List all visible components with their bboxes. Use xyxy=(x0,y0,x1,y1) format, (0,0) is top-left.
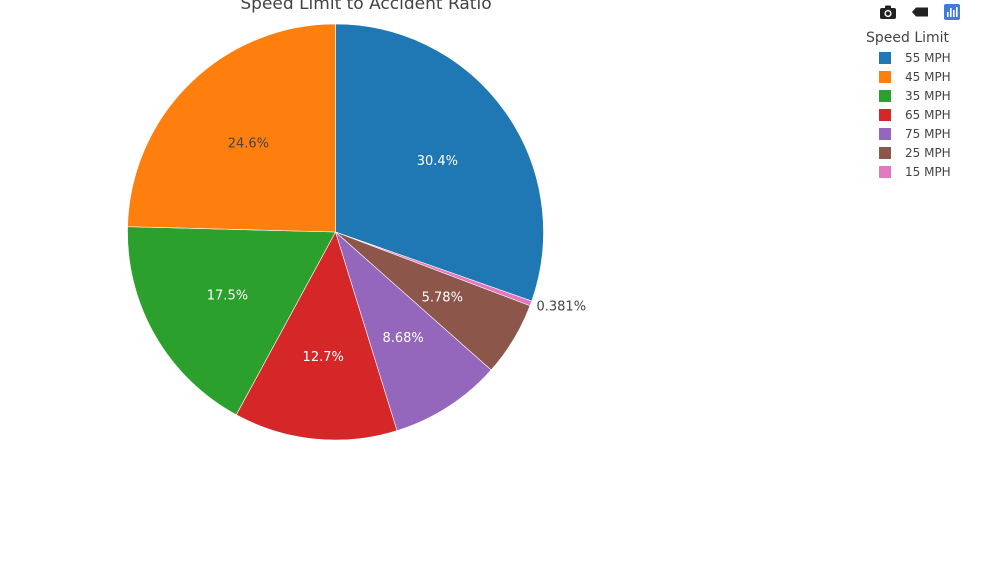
legend-item-25-mph[interactable]: 25 MPH xyxy=(879,143,951,162)
legend-item-15-mph[interactable]: 15 MPH xyxy=(879,162,951,181)
chart-title: Speed Limit to Accident Ratio xyxy=(240,0,492,14)
legend-swatch xyxy=(879,51,891,64)
legend-swatch xyxy=(879,146,891,159)
legend-label: 15 MPH xyxy=(905,164,951,179)
legend-item-55-mph[interactable]: 55 MPH xyxy=(879,48,951,67)
legend-label: 35 MPH xyxy=(905,88,951,103)
slice-label-65-mph: 12.7% xyxy=(303,350,344,365)
legend-item-75-mph[interactable]: 75 MPH xyxy=(879,124,951,143)
slice-label-55-mph: 30.4% xyxy=(417,154,458,169)
slice-label-25-mph: 5.78% xyxy=(422,291,463,306)
legend-title: Speed Limit xyxy=(866,30,950,46)
legend-label: 65 MPH xyxy=(905,107,951,122)
pie-slice-35-mph[interactable] xyxy=(127,226,336,416)
legend-label: 55 MPH xyxy=(905,50,951,65)
legend-item-65-mph[interactable]: 65 MPH xyxy=(879,105,951,124)
legend-label: 45 MPH xyxy=(905,69,951,84)
legend-swatch xyxy=(879,108,891,121)
legend-item-35-mph[interactable]: 35 MPH xyxy=(879,86,951,105)
legend-swatch xyxy=(879,70,891,83)
legend-swatch xyxy=(879,165,891,178)
pan-icon[interactable] xyxy=(909,3,931,21)
legend-label: 25 MPH xyxy=(905,145,951,160)
pie-slice-55-mph[interactable] xyxy=(335,23,544,302)
slice-label-15-mph: 0.381% xyxy=(536,299,586,314)
slice-label-45-mph: 24.6% xyxy=(228,137,269,152)
pie-slice-45-mph[interactable] xyxy=(127,23,336,233)
legend: Speed Limit 55 MPH 45 MPH 35 MPH 65 MPH 75 M… xyxy=(866,29,951,181)
modebar xyxy=(877,3,963,21)
legend-label: 75 MPH xyxy=(905,126,951,141)
legend-swatch xyxy=(879,127,891,140)
pie-slice-65-mph[interactable] xyxy=(235,231,398,441)
legend-item-45-mph[interactable]: 45 MPH xyxy=(879,67,951,86)
pie-slice-75-mph[interactable] xyxy=(334,231,492,432)
plotly-logo-icon[interactable] xyxy=(941,3,963,21)
camera-icon[interactable] xyxy=(877,3,899,21)
legend-swatch xyxy=(879,89,891,102)
slice-label-75-mph: 8.68% xyxy=(382,331,423,346)
slice-label-35-mph: 17.5% xyxy=(207,288,248,303)
